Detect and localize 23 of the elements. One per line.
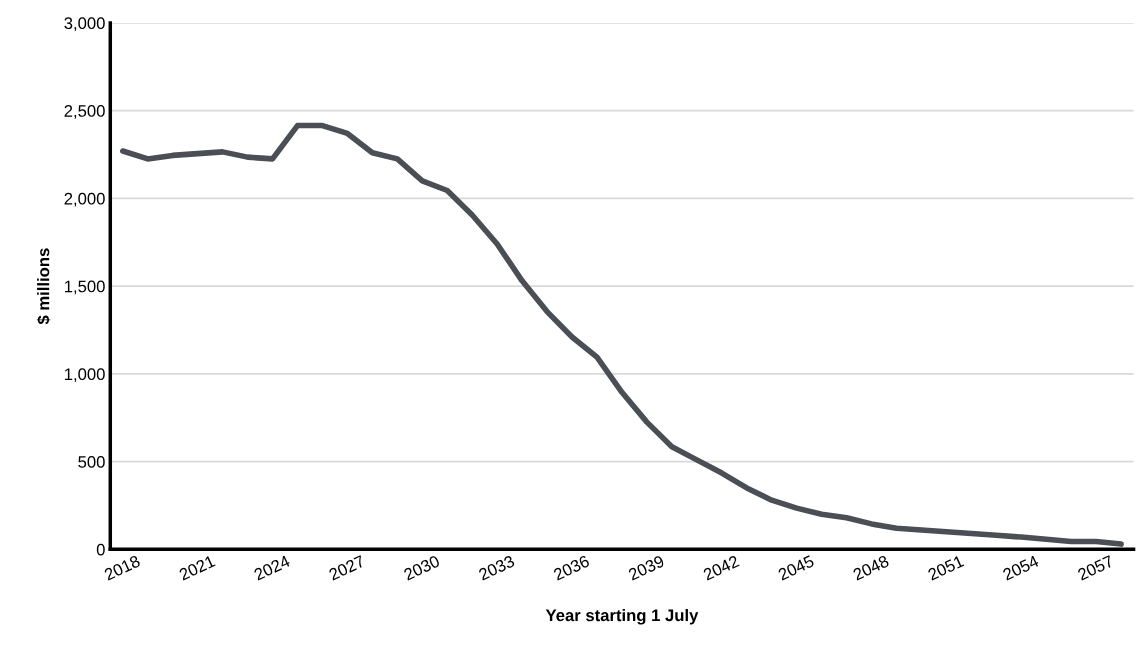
y-tick-label: 2,500: [64, 105, 105, 119]
x-tick-label: 2027: [328, 554, 366, 581]
x-tick-label: 2039: [627, 554, 665, 581]
y-tick-label: 500: [78, 456, 105, 468]
x-tick-label: 2024: [253, 554, 291, 581]
y-tick-label: 2,000: [64, 192, 105, 207]
y-tick-label: 3,000: [64, 17, 105, 32]
y-tick-label: 0: [96, 543, 105, 556]
x-tick-label: 2057: [1077, 554, 1115, 581]
x-tick-label: 2033: [478, 554, 516, 581]
x-tick-label: 2048: [852, 554, 890, 581]
y-tick-label: 1,000: [65, 368, 105, 383]
x-tick-label: 2042: [702, 554, 740, 581]
x-tick-label: 2054: [1002, 554, 1040, 581]
x-tick-label: 2021: [178, 554, 216, 581]
y-axis-title: $ millions: [36, 248, 51, 325]
x-axis-title: Year starting 1 July: [545, 608, 699, 625]
x-tick-label: 2051: [927, 554, 965, 581]
x-tick-label: 2036: [552, 554, 591, 581]
y-tick-label: 1,500: [65, 280, 105, 295]
x-tick-label: 2030: [403, 554, 441, 581]
x-tick-label: 2045: [777, 554, 815, 581]
x-tick-label: 2018: [103, 554, 141, 581]
